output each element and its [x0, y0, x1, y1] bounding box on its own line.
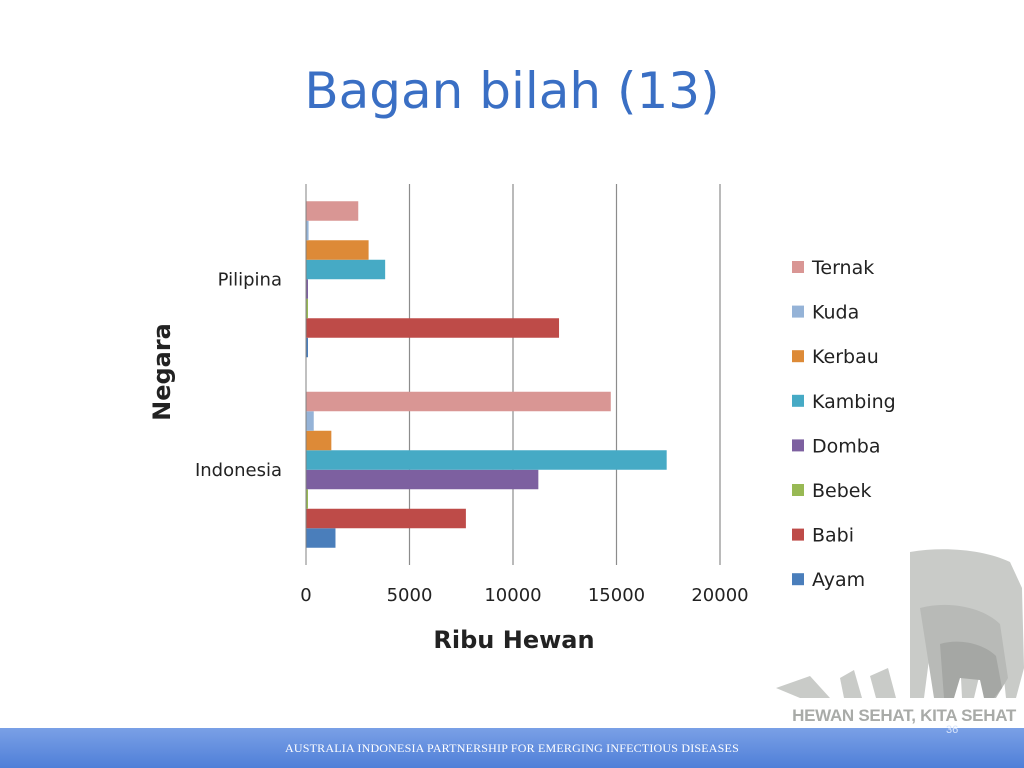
category-label: Pilipina [218, 269, 282, 290]
footer-text: AUSTRALIA INDONESIA PARTNERSHIP FOR EMER… [285, 741, 739, 755]
legend-swatch [792, 350, 804, 363]
legend-label: Kambing [812, 391, 896, 413]
bar [306, 508, 466, 529]
legend-label: Domba [812, 435, 880, 457]
bar [306, 279, 308, 299]
footer-bar: 36 AUSTRALIA INDONESIA PARTNERSHIP FOR E… [0, 724, 1024, 768]
bar [306, 259, 386, 280]
logo-text: HEWAN SEHAT, KITA SEHAT [792, 706, 1016, 725]
legend-label: Bebek [812, 480, 871, 502]
bar [306, 220, 309, 241]
bar [306, 298, 308, 319]
bar [306, 430, 332, 451]
x-tick-label: 5000 [387, 585, 433, 606]
bar [306, 240, 369, 260]
animals-silhouette-icon [776, 549, 1024, 698]
legend-label: Kuda [812, 302, 859, 324]
legend-label: Kerbau [812, 346, 879, 368]
page-number: 36 [946, 724, 959, 736]
bar [306, 411, 314, 431]
gridlines [408, 184, 721, 565]
bar [306, 528, 336, 548]
category-label: Indonesia [195, 460, 282, 481]
bar [306, 450, 667, 470]
legend-swatch [792, 484, 804, 496]
legend-label: Ayam [812, 569, 865, 591]
legend-swatch [792, 528, 804, 541]
x-tick-label: 15000 [588, 585, 645, 606]
bar-chart: 0 5000 10000 15000 20000 Indonesia Pilipina R… [148, 184, 896, 654]
bar [306, 391, 611, 412]
legend-swatch [792, 305, 804, 318]
bars [306, 201, 667, 548]
logo: HEWAN SEHAT, KITA SEHAT [770, 548, 1024, 730]
legend-swatch [792, 261, 804, 273]
y-axis-label: Negara [148, 323, 176, 421]
slide-title: Bagan bilah (13) [304, 62, 720, 120]
legend-swatch [792, 394, 804, 407]
bar [306, 469, 539, 490]
bar [306, 337, 308, 358]
bar [306, 489, 308, 509]
bar [306, 318, 560, 338]
bar [306, 201, 359, 221]
legend: Ternak Kuda Kerbau Kambing Domba Bebek Babi Aya… [792, 257, 896, 591]
legend-label: Babi [812, 525, 854, 547]
legend-swatch [792, 573, 804, 586]
category-labels: Indonesia Pilipina [195, 269, 282, 481]
x-tick-label: 0 [300, 585, 311, 606]
x-tick-label: 20000 [691, 585, 748, 606]
legend-swatch [792, 439, 804, 452]
legend-label: Ternak [811, 257, 874, 279]
x-tick-labels: 0 5000 10000 15000 20000 [300, 585, 748, 606]
x-tick-label: 10000 [484, 585, 541, 606]
x-axis-label: Ribu Hewan [433, 626, 594, 654]
